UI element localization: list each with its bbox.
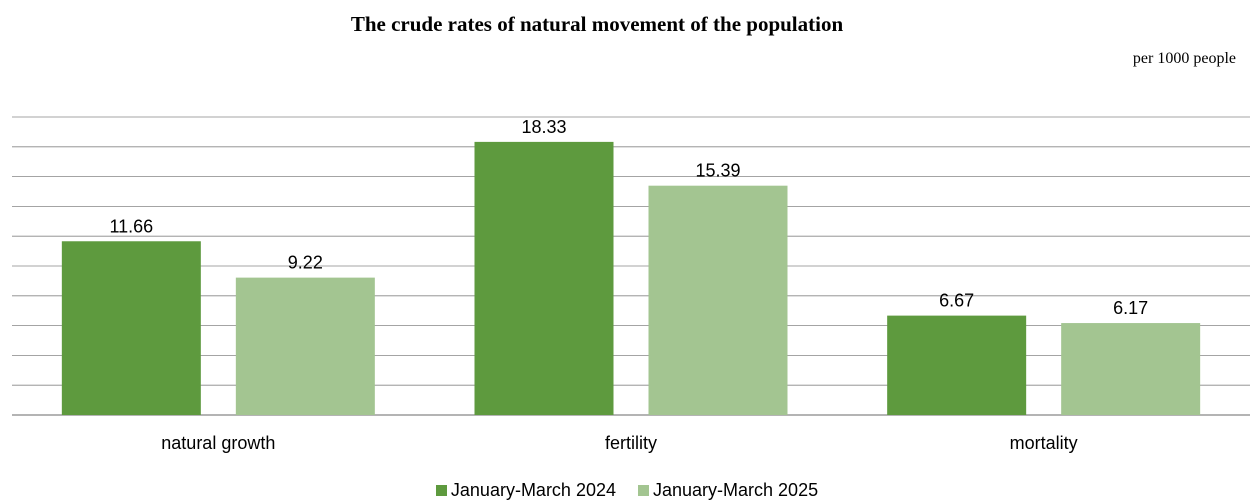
- data-label: 11.66: [109, 216, 153, 236]
- bar-fertility-series-2: [648, 185, 788, 415]
- bars: [61, 141, 1201, 415]
- data-labels: 11.66 9.22 18.33 15.39 6.67 6.17: [109, 117, 1148, 318]
- data-label: 18.33: [521, 117, 566, 137]
- legend-swatch-series-1: [435, 484, 447, 496]
- bar-mortality-series-1: [887, 315, 1027, 415]
- category-label: fertility: [605, 433, 657, 453]
- legend-swatch-series-2: [638, 484, 649, 496]
- data-label: 6.17: [1113, 298, 1148, 318]
- gridlines: [12, 116, 1250, 416]
- data-label: 6.67: [939, 291, 974, 311]
- bar-natural-growth-series-1: [61, 241, 201, 415]
- legend-label-series-2: January-March 2025: [653, 480, 819, 500]
- legend-label-series-1: January-March 2024: [450, 480, 616, 500]
- bar-chart: 11.66 9.22 18.33 15.39 6.67 6.17 natural grow…: [12, 116, 1250, 453]
- bar-mortality-series-2: [1061, 323, 1201, 415]
- bar-natural-growth-series-2: [235, 277, 375, 415]
- bar-fertility-series-1: [474, 141, 614, 415]
- unit-note: per 1000 people: [1132, 50, 1236, 67]
- category-label: mortality: [1010, 433, 1078, 453]
- data-label: 15.39: [695, 161, 740, 181]
- category-label: natural growth: [161, 433, 275, 453]
- legend: January-March 2024 January-March 2025: [0, 480, 1254, 500]
- category-labels: natural growth fertility mortality: [161, 433, 1077, 453]
- chart-title: The crude rates of natural movement of t…: [350, 12, 844, 36]
- legend-item-series-1: January-March 2024: [435, 480, 616, 500]
- legend-item-series-2: January-March 2025: [638, 480, 818, 500]
- data-label: 9.22: [288, 253, 323, 273]
